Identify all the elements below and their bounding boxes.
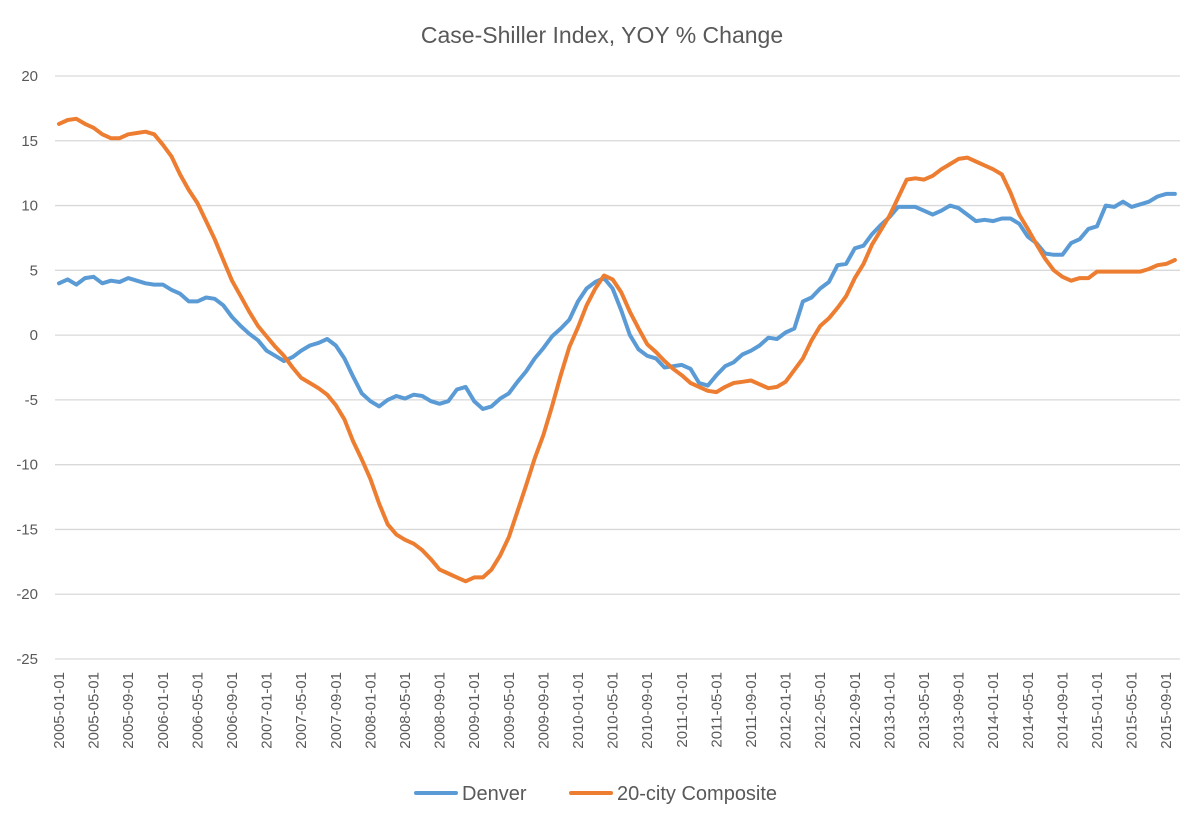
- x-tick-label: 2010-05-01: [605, 672, 622, 749]
- x-tick-label: 2013-09-01: [951, 672, 968, 749]
- x-tick-label: 2009-05-01: [501, 672, 518, 749]
- x-tick-label: 2008-05-01: [397, 672, 414, 749]
- x-tick-label: 2006-01-01: [155, 672, 172, 749]
- x-tick-label: 2005-05-01: [86, 672, 103, 749]
- y-tick-label: -5: [25, 392, 38, 409]
- x-tick-label: 2014-09-01: [1054, 672, 1071, 749]
- chart-title: Case-Shiller Index, YOY % Change: [421, 22, 783, 48]
- x-tick-label: 2009-09-01: [535, 672, 552, 749]
- x-tick-label: 2015-05-01: [1124, 672, 1141, 749]
- series-line-denver: [57, 191, 1177, 411]
- series-lines: [57, 116, 1177, 584]
- x-tick-label: 2005-09-01: [120, 672, 137, 749]
- legend: Denver 20-city Composite: [414, 783, 777, 805]
- y-tick-label: -10: [16, 457, 38, 474]
- legend-label-20-city-composite: 20-city Composite: [617, 783, 777, 805]
- y-tick-label: 10: [21, 198, 38, 215]
- x-tick-label: 2008-09-01: [432, 672, 449, 749]
- x-tick-label: 2009-01-01: [466, 672, 483, 749]
- series-line-20-city-composite: [57, 116, 1177, 584]
- x-tick-label: 2014-05-01: [1020, 672, 1037, 749]
- x-tick-label: 2015-01-01: [1089, 672, 1106, 749]
- x-tick-label: 2006-09-01: [224, 672, 241, 749]
- x-tick-label: 2015-09-01: [1158, 672, 1175, 749]
- y-tick-label: 0: [30, 327, 38, 344]
- x-axis-tick-labels: 2005-01-01 2005-05-01 2005-09-01 2006-01-01…: [51, 672, 1175, 749]
- x-tick-label: 2010-01-01: [570, 672, 587, 749]
- x-tick-label: 2012-09-01: [847, 672, 864, 749]
- x-tick-label: 2013-05-01: [916, 672, 933, 749]
- y-tick-label: 5: [30, 262, 38, 279]
- x-tick-label: 2010-09-01: [639, 672, 656, 749]
- x-tick-label: 2012-05-01: [812, 672, 829, 749]
- x-tick-label: 2011-09-01: [743, 672, 760, 748]
- x-tick-label: 2008-01-01: [362, 672, 379, 749]
- x-tick-label: 2011-01-01: [674, 672, 691, 748]
- x-tick-label: 2006-05-01: [189, 672, 206, 749]
- x-tick-label: 2011-05-01: [708, 672, 725, 748]
- x-tick-label: 2014-01-01: [985, 672, 1002, 749]
- legend-label-denver: Denver: [462, 783, 527, 805]
- x-tick-label: 2007-01-01: [259, 672, 276, 749]
- y-tick-label: -20: [16, 586, 38, 603]
- y-tick-label: 15: [21, 133, 38, 150]
- y-tick-label: -15: [16, 521, 38, 538]
- y-tick-label: 20: [21, 68, 38, 85]
- x-tick-label: 2007-05-01: [293, 672, 310, 749]
- x-tick-label: 2005-01-01: [51, 672, 68, 749]
- x-tick-label: 2012-01-01: [778, 672, 795, 749]
- y-axis-tick-labels: 20 15 10 5 0 -5 -10 -15 -20 -25: [16, 68, 38, 668]
- gridlines: [55, 75, 1180, 660]
- y-tick-label: -25: [16, 651, 38, 668]
- x-tick-label: 2007-09-01: [328, 672, 345, 749]
- x-tick-label: 2013-01-01: [881, 672, 898, 749]
